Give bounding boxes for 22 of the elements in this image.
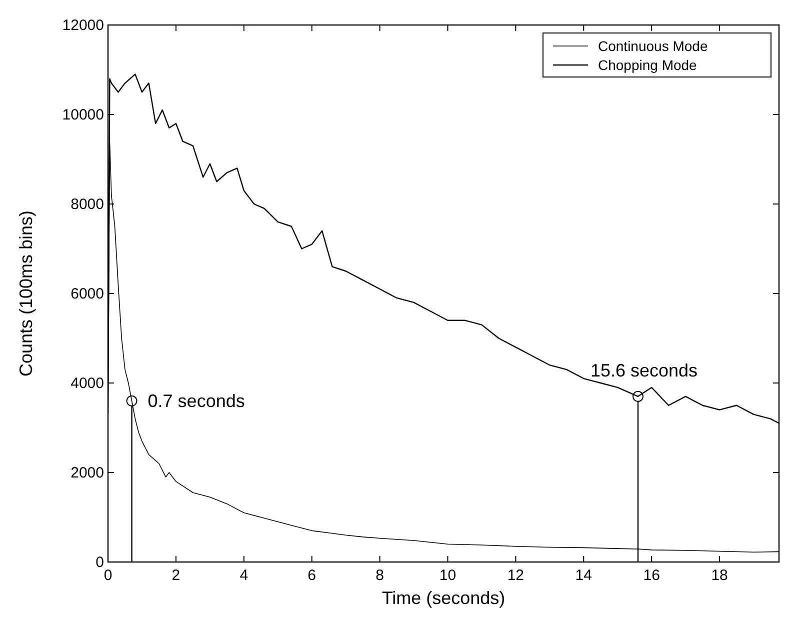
y-tick-label: 12000: [62, 17, 104, 34]
x-tick-label: 14: [575, 567, 592, 584]
y-axis-title: Counts (100ms bins): [16, 210, 36, 377]
y-tick-label: 10000: [62, 106, 104, 124]
x-tick-label: 4: [240, 567, 248, 584]
y-tick-label: 2000: [70, 464, 104, 482]
x-tick-label: 6: [308, 567, 316, 584]
x-tick-label: 12: [507, 567, 524, 584]
y-tick-label: 6000: [70, 286, 104, 302]
x-axis-title: Time (seconds): [382, 588, 506, 608]
x-tick-label: 8: [376, 567, 384, 584]
legend-label: Continuous Mode: [598, 38, 708, 54]
legend-label: Chopping Mode: [598, 57, 698, 73]
x-tick-label: 18: [711, 567, 728, 584]
annotation: 15.6 seconds: [590, 360, 698, 380]
x-tick-label: 10: [439, 567, 456, 584]
annotation: 0.7 seconds: [148, 390, 245, 411]
x-tick-label: 2: [172, 567, 180, 584]
y-tick-label: 0: [96, 554, 104, 571]
y-tick-label: 4000: [70, 375, 104, 392]
x-tick-label: 16: [643, 567, 660, 584]
y-tick-label: 8000: [70, 196, 104, 213]
